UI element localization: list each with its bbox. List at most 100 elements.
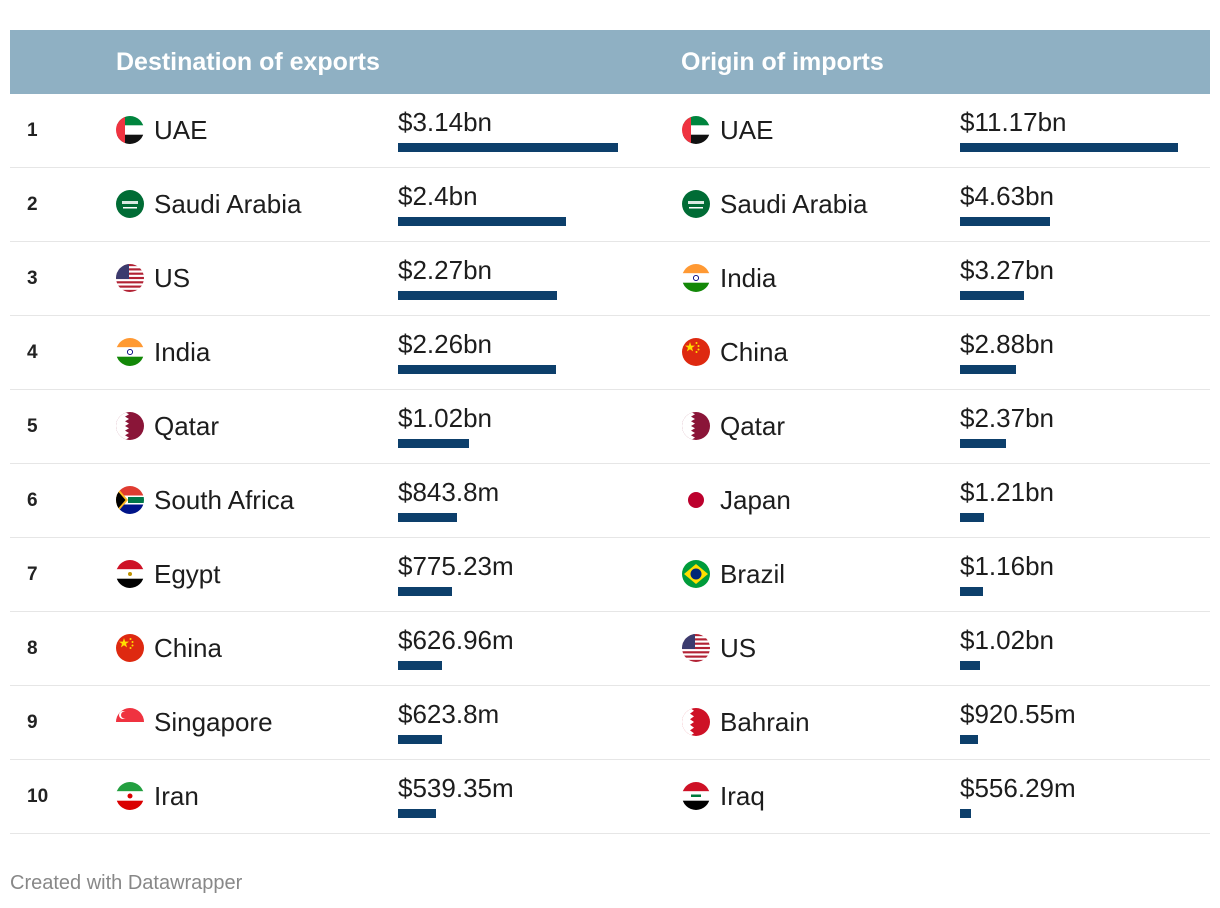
southafrica-flag-icon	[116, 486, 144, 514]
import-country-name: Bahrain	[720, 707, 810, 737]
rank-number: 10	[27, 786, 49, 807]
saudi-flag-icon	[682, 190, 710, 218]
imports-column-header[interactable]: Origin of imports	[681, 48, 884, 76]
import-value-label: $1.16bn	[960, 551, 1054, 581]
export-value-bar	[398, 809, 436, 818]
import-value-label: $920.55m	[960, 699, 1076, 729]
import-value-bar	[960, 291, 1024, 300]
import-country-name: Brazil	[720, 559, 786, 589]
import-value-bar	[960, 365, 1017, 374]
import-country-name: India	[720, 263, 777, 293]
rank-number: 5	[27, 416, 38, 437]
iran-flag-icon	[116, 782, 144, 810]
table-row: 2 Saudi Arabia $2.4bn Saudi Arabia $4.63bn	[10, 168, 1210, 242]
table-row: 5 Qatar $1.02bn Qatar $2.37bn	[10, 390, 1210, 464]
export-value-label: $1.02bn	[398, 403, 492, 433]
iraq-flag-icon	[682, 782, 710, 810]
export-value-bar	[398, 587, 453, 596]
export-country-name: China	[154, 633, 222, 663]
table-row: 3 US $2.27bn India $3.27bn	[10, 242, 1210, 316]
table-header: Destination of exports Origin of imports	[10, 30, 1210, 94]
table-row: 10 Iran $539.35m Iraq $556.29m	[10, 760, 1210, 834]
rank-number: 2	[27, 194, 38, 215]
exports-column-header[interactable]: Destination of exports	[116, 48, 380, 76]
import-country-name: Saudi Arabia	[720, 189, 868, 219]
export-country-name: Saudi Arabia	[154, 189, 302, 219]
export-country-name: UAE	[154, 115, 208, 145]
import-value-label: $1.21bn	[960, 477, 1054, 507]
export-value-bar	[398, 143, 618, 152]
export-country-name: Qatar	[154, 411, 220, 441]
india-flag-icon	[116, 338, 144, 366]
egypt-flag-icon	[116, 560, 144, 588]
bahrain-flag-icon	[682, 708, 710, 736]
import-value-label: $11.17bn	[960, 107, 1067, 137]
rank-number: 1	[27, 120, 38, 141]
table-row: 6 South Africa $843.8m Japan $1.21bn	[10, 464, 1210, 538]
import-value-bar	[960, 513, 984, 522]
brazil-flag-icon	[682, 560, 710, 588]
export-value-bar	[398, 291, 558, 300]
rank-number: 7	[27, 564, 38, 585]
saudi-flag-icon	[116, 190, 144, 218]
import-country-name: UAE	[720, 115, 774, 145]
export-country-name: India	[154, 337, 211, 367]
import-value-bar	[960, 809, 971, 818]
import-country-name: Japan	[720, 485, 791, 515]
import-country-name: US	[720, 633, 757, 663]
import-value-bar	[960, 661, 980, 670]
export-value-label: $626.96m	[398, 625, 514, 655]
us-flag-icon	[682, 634, 710, 662]
uae-flag-icon	[682, 116, 710, 144]
rank-number: 8	[27, 638, 38, 659]
export-value-label: $3.14bn	[398, 107, 492, 137]
china-flag-icon	[116, 634, 144, 662]
export-value-bar	[398, 217, 567, 226]
export-value-label: $2.27bn	[398, 255, 492, 285]
export-value-label: $775.23m	[398, 551, 514, 581]
japan-flag-icon	[682, 486, 710, 514]
us-flag-icon	[116, 264, 144, 292]
export-value-bar	[398, 661, 442, 670]
export-value-label: $2.26bn	[398, 329, 492, 359]
import-country-name: China	[720, 337, 788, 367]
import-value-bar	[960, 735, 978, 744]
export-country-name: Iran	[154, 781, 199, 811]
trade-table: Destination of exports Origin of imports…	[10, 30, 1210, 834]
rank-number: 6	[27, 490, 38, 511]
singapore-flag-icon	[116, 708, 144, 736]
export-value-bar	[398, 365, 557, 374]
export-value-label: $623.8m	[398, 699, 500, 729]
import-value-bar	[960, 217, 1051, 226]
datawrapper-credit[interactable]: Created with Datawrapper	[10, 872, 243, 894]
import-value-bar	[960, 143, 1178, 152]
table-body: 1 UAE $3.14bn UAE $11.17bn 2 Saudi Arabia $2.4b…	[10, 94, 1210, 834]
export-country-name: US	[154, 263, 191, 293]
uae-flag-icon	[116, 116, 144, 144]
import-value-label: $2.88bn	[960, 329, 1054, 359]
export-value-bar	[398, 735, 442, 744]
import-value-bar	[960, 587, 983, 596]
table-row: 1 UAE $3.14bn UAE $11.17bn	[10, 94, 1210, 168]
table-row: 7 Egypt $775.23m Brazil $1.16bn	[10, 538, 1210, 612]
import-value-label: $4.63bn	[960, 181, 1054, 211]
qatar-flag-icon	[116, 412, 144, 440]
export-value-label: $843.8m	[398, 477, 500, 507]
import-value-label: $556.29m	[960, 773, 1076, 803]
import-value-bar	[960, 439, 1007, 448]
import-country-name: Qatar	[720, 411, 786, 441]
export-country-name: Singapore	[154, 707, 273, 737]
export-country-name: South Africa	[154, 485, 295, 515]
rank-number: 4	[27, 342, 38, 363]
qatar-flag-icon	[682, 412, 710, 440]
table-row: 8 China $626.96m US $1.02bn	[10, 612, 1210, 686]
import-country-name: Iraq	[720, 781, 765, 811]
export-country-name: Egypt	[154, 559, 221, 589]
import-value-label: $3.27bn	[960, 255, 1054, 285]
india-flag-icon	[682, 264, 710, 292]
china-flag-icon	[682, 338, 710, 366]
rank-number: 3	[27, 268, 38, 289]
rank-number: 9	[27, 712, 38, 733]
import-value-label: $1.02bn	[960, 625, 1054, 655]
export-value-label: $2.4bn	[398, 181, 478, 211]
